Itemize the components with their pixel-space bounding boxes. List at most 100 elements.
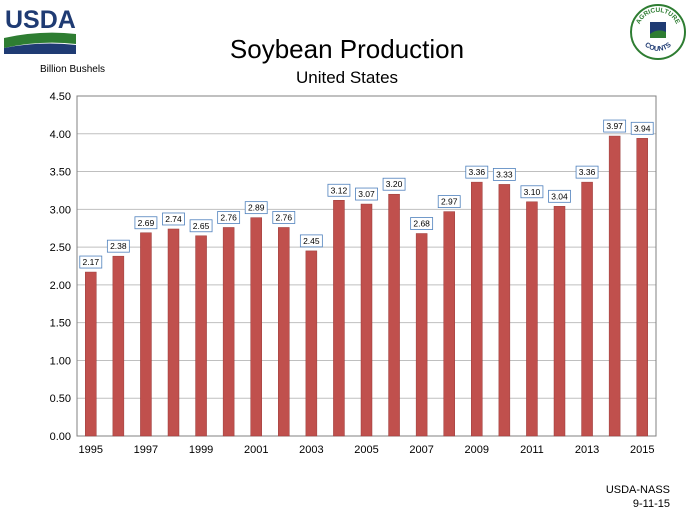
usda-logo-field [4,43,76,54]
x-tick-label: 1997 [134,444,158,456]
bar-2009 [471,181,483,437]
x-tick-label: 2013 [575,444,599,456]
y-tick-label: 4.50 [50,91,71,103]
y-tick-label: 1.00 [50,355,71,367]
data-label-box [327,183,351,197]
bar-2010 [498,184,511,437]
y-tick-label: 1.50 [50,318,71,330]
data-labels: 2.17 2.38 2.69 2.74 2.65 2.76 2.89 2.76 2.45 3.12… [79,119,654,269]
data-label-box [355,187,378,201]
agriculture-counts-logo: AGRICULTURE COUNTS [628,2,688,62]
data-label-box [79,255,103,269]
data-label-text: 2.69 [138,218,155,228]
bar-1996 [112,255,125,437]
usda-logo: USDA [4,4,76,56]
data-label-text: 3.33 [496,169,513,179]
data-label-1996: 2.38 [106,239,130,253]
bar-2014 [608,135,621,437]
bar-1997 [140,232,152,437]
y-tick-label: 3.50 [50,167,71,179]
y-tick-label: 3.00 [50,204,71,216]
data-label-text: 3.07 [358,189,375,199]
bar-2015 [636,138,648,437]
data-label-box [162,212,185,226]
x-tick-label: 2003 [299,444,323,456]
bar-2003 [305,250,318,437]
data-label-text: 2.45 [303,236,320,246]
data-label-text: 2.74 [165,214,182,224]
bar-2012 [553,206,566,437]
data-label-text: 3.36 [469,167,486,177]
data-label-text: 3.94 [634,123,651,133]
data-label-box [548,189,571,203]
bar-1998 [167,228,180,437]
x-tick-label: 1995 [79,444,103,456]
footer-date: 9-11-15 [632,498,670,510]
bar-2004 [333,200,345,437]
data-label-box [244,201,268,215]
data-label-box [217,211,241,224]
data-label-2014: 3.97 [603,119,627,133]
data-label-2001: 2.89 [244,201,268,215]
bar-2007 [415,233,428,437]
footer-source: USDA-NASS [605,484,670,496]
x-tick-label: 2009 [465,444,489,456]
data-label-text: 3.04 [551,191,568,201]
data-label-box [410,217,434,230]
x-tick-label: 2011 [520,444,544,456]
data-label-2012: 3.04 [548,189,571,203]
data-label-text: 2.97 [441,197,458,207]
data-label-2006: 3.20 [382,177,406,191]
data-label-2005: 3.07 [355,187,378,201]
data-label-text: 2.17 [83,257,100,267]
bar-2013 [581,181,593,437]
data-label-text: 3.20 [386,179,403,189]
data-label-box [603,119,627,133]
data-label-text: 2.89 [248,203,265,213]
data-label-box [189,219,213,233]
y-axis-unit-label: Billion Bushels [40,64,106,75]
bar-2001 [250,217,262,437]
data-label-2000: 2.76 [217,211,241,224]
y-tick-label: 0.50 [50,393,71,405]
data-label-1995: 2.17 [79,255,103,269]
x-tick-label: 2005 [354,444,378,456]
data-label-text: 2.76 [276,212,293,222]
x-tick-labels: 1995 1997 1999 2001 2003 2005 2007 2009 2011 2013… [79,444,655,456]
bar-2005 [360,203,373,437]
data-label-box [630,121,654,135]
data-label-box [520,185,544,199]
data-label-2009: 3.36 [465,165,489,179]
bar-2006 [388,193,400,437]
bar-2002 [278,227,290,437]
data-label-1997: 2.69 [134,216,158,230]
data-label-box [575,165,599,179]
data-label-box [465,165,489,179]
data-label-box [492,167,516,181]
data-label-text: 2.65 [193,221,210,231]
y-tick-label: 4.00 [50,129,71,141]
data-label-text: 3.97 [606,121,623,131]
y-tick-label: 0.00 [50,431,71,443]
bar-2008 [443,211,455,437]
data-label-2015: 3.94 [630,121,654,135]
data-label-text: 2.68 [413,219,430,229]
bar-1999 [195,235,207,437]
data-label-text: 3.36 [579,167,596,177]
y-tick-label: 2.00 [50,280,71,292]
bar-2000 [222,227,235,437]
data-label-box [437,195,461,209]
data-label-text: 2.38 [110,241,127,251]
usda-logo-hills [4,32,76,48]
data-label-box [134,216,158,230]
data-label-2003: 2.45 [299,234,323,248]
chart-title: Soybean Production [229,34,465,64]
data-label-2007: 2.68 [410,217,434,230]
data-label-2008: 2.97 [437,195,461,209]
data-label-2004: 3.12 [327,183,351,197]
data-label-box [382,177,406,191]
data-label-1998: 2.74 [162,212,185,226]
data-label-box [272,211,296,224]
y-tick-label: 2.50 [50,242,71,254]
data-label-1999: 2.65 [189,219,213,233]
